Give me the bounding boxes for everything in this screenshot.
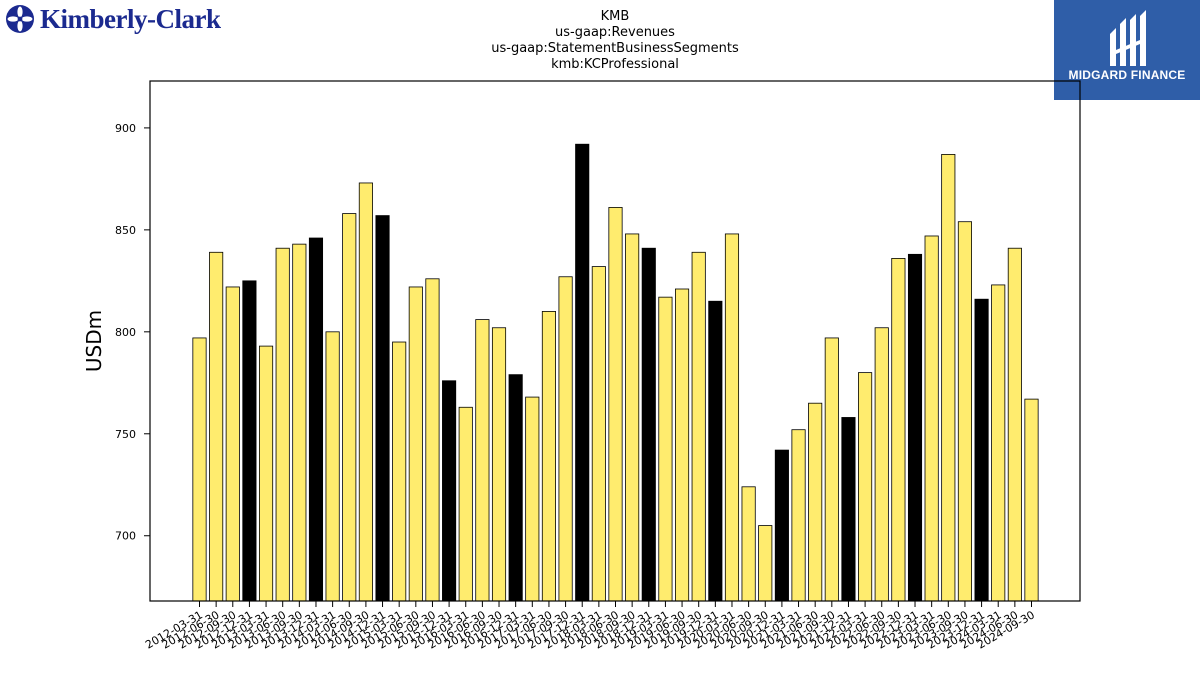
bar-2016-12-31 [508, 374, 523, 602]
bar-2015-12-31 [442, 380, 457, 602]
y-tick-label: 900 [115, 122, 136, 135]
bar-2021-12-31 [841, 417, 856, 602]
bar-2019-06-30 [675, 288, 690, 602]
bar-2012-12-31 [242, 280, 257, 602]
bar-2012-03-31 [192, 337, 207, 602]
bar-2017-12-31 [575, 143, 590, 602]
bar-series [192, 143, 1039, 602]
bar-2015-06-30 [408, 286, 423, 602]
kimberly-clark-logo: Kimberly-Clark [4, 2, 221, 36]
bar-2020-12-31 [774, 449, 789, 602]
bar-2019-12-31 [708, 300, 723, 602]
bar-2017-09-30 [558, 276, 573, 602]
chart-title: KMB us-gaap:Revenues us-gaap:StatementBu… [491, 9, 739, 72]
kimberly-clark-emblem-icon [6, 5, 34, 33]
bar-2021-03-31 [791, 429, 806, 602]
bar-2019-09-30 [691, 251, 706, 602]
bar-2016-03-31 [458, 406, 473, 602]
y-axis: 700 750 800 850 900 [115, 122, 150, 543]
kimberly-clark-wordmark: Kimberly-Clark [40, 3, 221, 34]
bar-2022-06-30 [874, 327, 889, 602]
bar-2023-06-30 [941, 154, 956, 602]
y-tick-label: 700 [115, 530, 136, 543]
chart-title-line: us-gaap:StatementBusinessSegments [491, 41, 739, 56]
bar-2021-06-30 [808, 402, 823, 602]
bar-2013-09-30 [292, 243, 307, 602]
bar-2014-06-30 [342, 213, 357, 602]
bar-2018-03-31 [591, 266, 606, 602]
bar-2024-03-31 [991, 284, 1006, 602]
bar-2019-03-31 [658, 296, 673, 602]
bar-2016-06-30 [475, 319, 490, 602]
bar-2014-12-31 [375, 215, 390, 602]
chart-title-line: kmb:KCProfessional [551, 57, 679, 72]
bar-2014-09-30 [358, 182, 373, 602]
bar-2017-03-31 [525, 396, 540, 602]
bar-2013-03-31 [258, 345, 274, 602]
bar-2020-03-31 [724, 233, 740, 602]
y-tick-label: 750 [115, 428, 136, 441]
bar-2018-09-30 [625, 233, 640, 602]
midgard-finance-logo: MIDGARD FINANCE [1054, 0, 1200, 100]
y-tick-label: 850 [115, 224, 136, 237]
bar-2023-09-30 [957, 221, 972, 602]
bar-2018-12-31 [641, 247, 656, 602]
bar-2023-03-31 [924, 235, 939, 602]
bar-2013-12-31 [308, 237, 324, 602]
bar-2023-12-31 [974, 298, 989, 602]
bar-2014-03-31 [325, 331, 340, 602]
x-axis: 2012-03-312012-06-302012-09-302012-12-31… [143, 601, 1037, 652]
bar-2012-09-30 [225, 286, 240, 602]
bar-2016-09-30 [491, 327, 507, 602]
bar-2020-09-30 [758, 525, 773, 602]
bar-2022-03-31 [858, 372, 873, 602]
chart-title-line: KMB [601, 9, 630, 24]
bar-2024-09-30 [1024, 398, 1039, 602]
midgard-emblem-icon [1110, 10, 1146, 66]
bar-2020-06-30 [741, 486, 756, 602]
bar-2015-03-31 [392, 341, 407, 602]
midgard-finance-wordmark: MIDGARD FINANCE [1068, 68, 1186, 82]
bar-2022-09-30 [891, 258, 906, 602]
bar-2013-06-30 [275, 247, 290, 602]
bar-2018-06-30 [608, 207, 623, 602]
y-axis-label: USDm [82, 310, 106, 372]
plot-frame [149, 80, 1081, 602]
bar-2015-09-30 [425, 278, 440, 602]
y-tick-label: 800 [115, 326, 136, 339]
bar-2022-12-31 [907, 253, 923, 602]
bar-2017-06-30 [541, 311, 556, 602]
chart-title-line: us-gaap:Revenues [555, 25, 675, 40]
bar-2024-06-30 [1007, 247, 1022, 602]
bar-2012-06-30 [209, 251, 224, 602]
bar-2021-09-30 [824, 337, 839, 602]
